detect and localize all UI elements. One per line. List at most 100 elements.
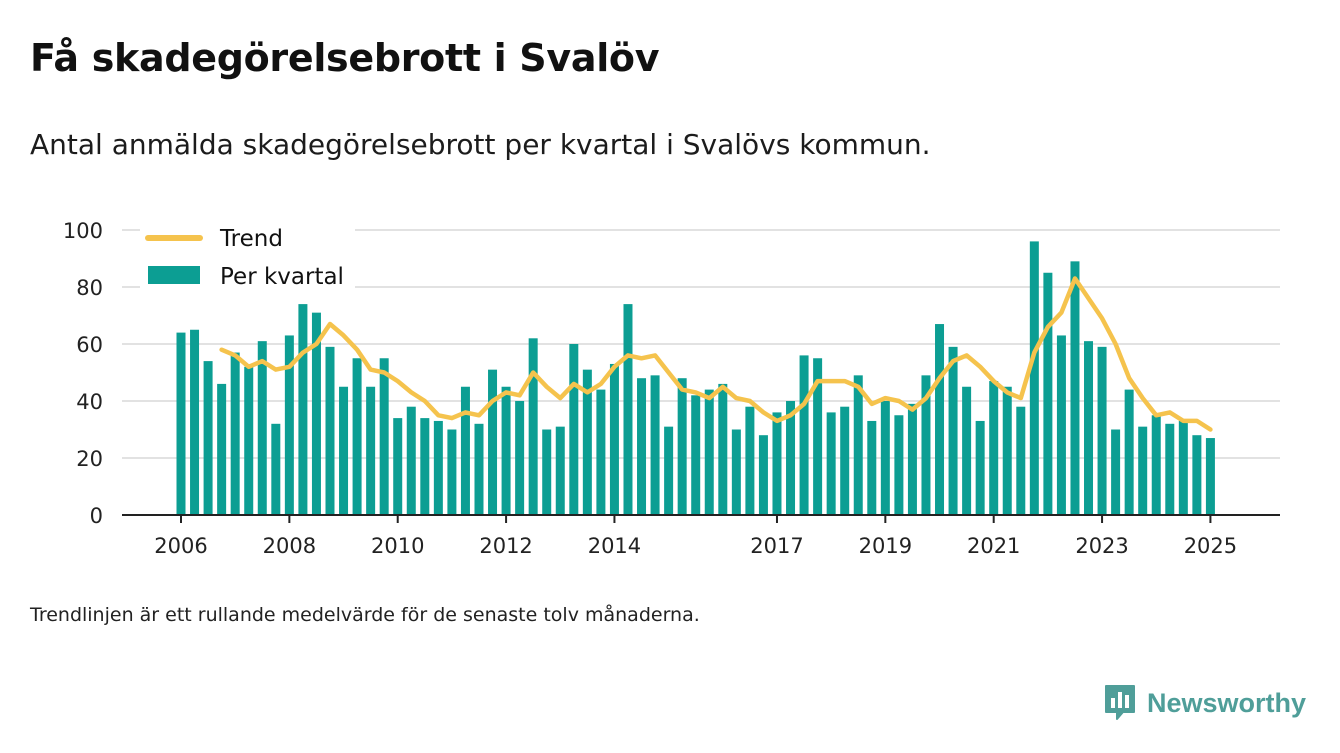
y-tick-label: 60 [76, 333, 103, 357]
bar [813, 358, 823, 515]
bar [962, 386, 972, 515]
bar [406, 406, 416, 515]
bar [244, 366, 254, 515]
bar [975, 420, 985, 515]
y-tick-label: 80 [76, 276, 103, 300]
y-tick-label: 100 [63, 219, 103, 243]
bar [609, 363, 619, 515]
bar [1043, 272, 1053, 515]
bar [298, 304, 308, 515]
bar [474, 423, 484, 515]
bar [935, 324, 945, 515]
bar [1002, 386, 1012, 515]
bar [379, 358, 389, 515]
bar [528, 338, 538, 515]
bar [447, 429, 457, 515]
x-tick-label: 2019 [859, 534, 912, 558]
bar [989, 381, 999, 515]
y-tick-label: 0 [90, 504, 103, 528]
bar [704, 389, 714, 515]
bar [948, 346, 958, 515]
bar [894, 415, 904, 515]
bar [758, 435, 768, 515]
x-tick-label: 2006 [154, 534, 207, 558]
bar [745, 406, 755, 515]
legend: Trend Per kvartal [140, 218, 355, 296]
bar [325, 346, 335, 515]
bar [1205, 438, 1215, 515]
bar [921, 375, 931, 515]
bar [555, 426, 565, 515]
legend-trend-label: Trend [219, 226, 283, 252]
brand: Newsworthy [1103, 683, 1306, 723]
bar [1138, 426, 1148, 515]
legend-bar-label: Per kvartal [220, 264, 344, 290]
bar [1178, 420, 1188, 515]
bar [582, 369, 592, 515]
bar [542, 429, 552, 515]
bar [433, 420, 443, 515]
bar [217, 383, 227, 515]
x-tick-label: 2014 [588, 534, 641, 558]
axes: 0 20 40 60 80 100 2006 2008 2010 2012 2014 2017 2019… [63, 219, 1280, 558]
bar [1056, 335, 1066, 515]
brand-name: Newsworthy [1146, 687, 1306, 718]
bar-series [176, 241, 1215, 515]
bar [799, 355, 809, 515]
x-tick-label: 2008 [263, 534, 316, 558]
trend-series [219, 276, 1213, 432]
bar [339, 386, 349, 515]
y-tick-label: 40 [76, 390, 103, 414]
bar [1151, 415, 1161, 515]
footnote: Trendlinjen är ett rullande medelvärde f… [30, 604, 700, 626]
bar [284, 335, 294, 515]
bar [1070, 261, 1080, 515]
x-tick-label: 2012 [479, 534, 532, 558]
bar [515, 401, 525, 515]
bar [772, 412, 782, 515]
bar [311, 312, 321, 515]
bar [826, 412, 836, 515]
bar [1097, 346, 1107, 515]
bar [501, 386, 511, 515]
bar [203, 361, 213, 515]
bar [230, 352, 240, 515]
x-tick-label: 2025 [1184, 534, 1237, 558]
bar [1124, 389, 1134, 515]
bar [1084, 341, 1094, 515]
legend-bar-swatch [148, 266, 200, 284]
chart-title: Få skadegörelsebrott i Svalöv [30, 36, 660, 80]
bar [853, 375, 863, 515]
bar [1016, 406, 1026, 515]
bar [393, 418, 403, 515]
bar [867, 420, 877, 515]
bar [420, 418, 430, 515]
bar [460, 386, 470, 515]
bar [880, 401, 890, 515]
bar [623, 304, 633, 515]
bar [1192, 435, 1202, 515]
chart-subtitle: Antal anmälda skadegörelsebrott per kvar… [30, 128, 931, 161]
bar [840, 406, 850, 515]
bar [718, 383, 728, 515]
bar [596, 389, 606, 515]
bar [190, 329, 200, 515]
x-tick-label: 2010 [371, 534, 424, 558]
bar [1165, 423, 1175, 515]
y-tick-label: 20 [76, 447, 103, 471]
x-tick-label: 2021 [967, 534, 1020, 558]
bar-chart: 0 20 40 60 80 100 2006 2008 2010 2012 2014 2017 2019… [63, 218, 1280, 558]
trend-line [219, 276, 1213, 432]
bar [650, 375, 660, 515]
bar [271, 423, 281, 515]
bar [569, 344, 579, 515]
bar [1029, 241, 1039, 515]
bar [677, 378, 687, 515]
bar [907, 403, 917, 515]
bar [352, 358, 362, 515]
bar [691, 395, 701, 515]
bar [731, 429, 741, 515]
bar [176, 332, 186, 515]
bar [366, 386, 376, 515]
bar [664, 426, 674, 515]
